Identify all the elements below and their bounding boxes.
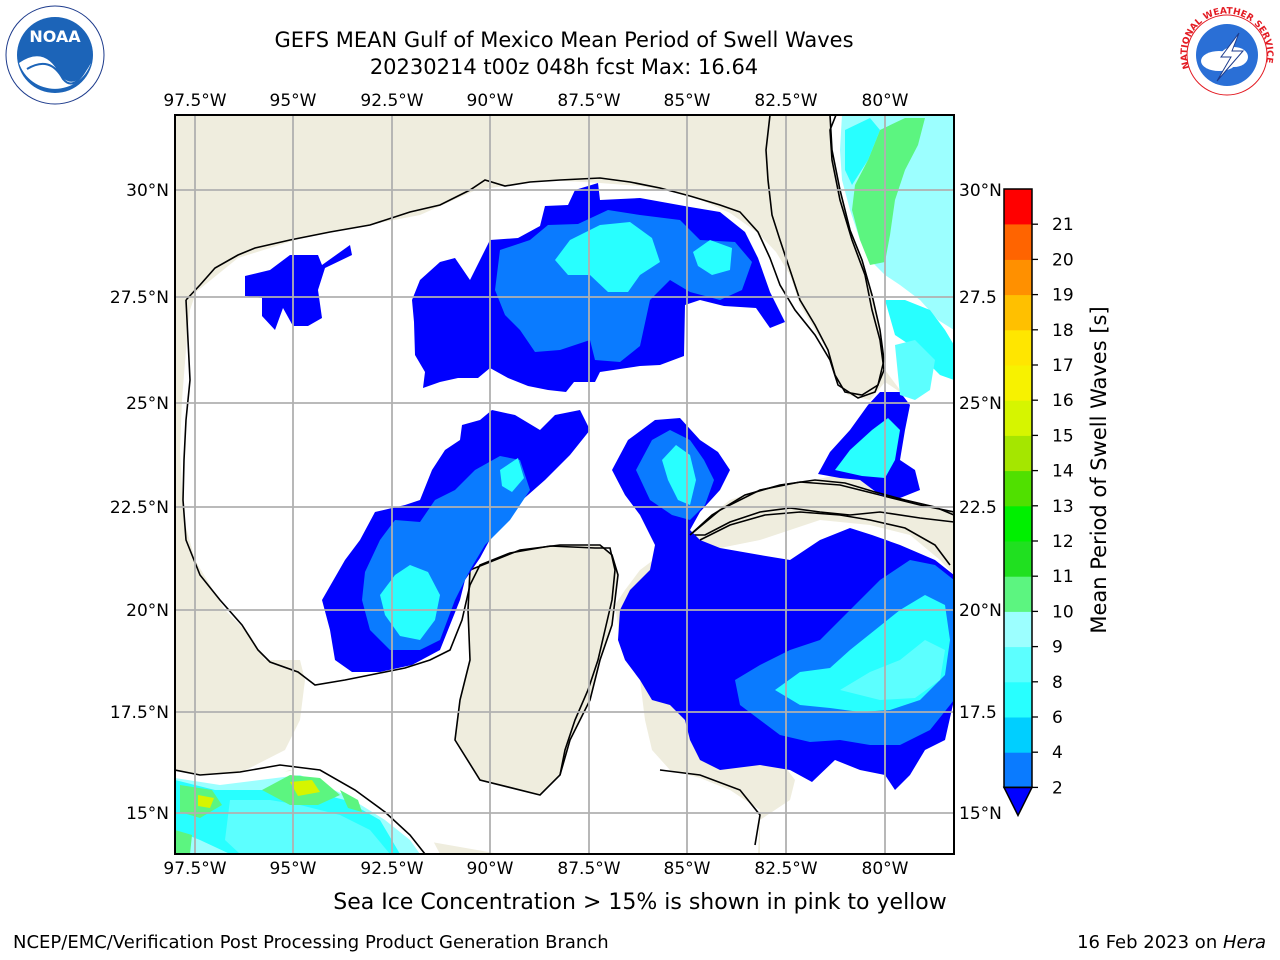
lat-tick-label: 17.5°N bbox=[110, 703, 169, 723]
lat-tick-label: 20°N bbox=[959, 601, 1002, 621]
colorbar-tick-label: 8 bbox=[1052, 673, 1063, 693]
lon-tick-label: 95°W bbox=[270, 91, 317, 111]
colorbar-tick-label: 6 bbox=[1052, 708, 1063, 728]
colorbar-tick-label: 15 bbox=[1052, 426, 1074, 446]
footer-credit: NCEP/EMC/Verification Post Processing Pr… bbox=[13, 932, 609, 953]
lon-tick-label: 87.5°W bbox=[557, 91, 620, 111]
colorbar-under-triangle bbox=[1002, 786, 1034, 818]
lon-tick-label: 92.5°W bbox=[360, 91, 423, 111]
lon-tick-label: 97.5°W bbox=[163, 859, 226, 879]
lon-tick-label: 80°W bbox=[862, 91, 909, 111]
colorbar-tick-label: 14 bbox=[1052, 462, 1074, 482]
colorbar-segment bbox=[1004, 752, 1032, 788]
colorbar-segment bbox=[1004, 611, 1032, 648]
colorbar-segment bbox=[1004, 717, 1032, 753]
lon-tick-label: 95°W bbox=[270, 859, 317, 879]
lat-tick-label: 22.5 bbox=[959, 498, 997, 518]
colorbar-tick-label: 10 bbox=[1052, 602, 1074, 622]
colorbar-segment bbox=[1004, 259, 1032, 296]
lon-labels-bottom: 97.5°W 95°W 92.5°W 90°W 87.5°W 85°W 82.5… bbox=[163, 859, 908, 879]
lon-tick-label: 85°W bbox=[664, 859, 711, 879]
colorbar-segment bbox=[1004, 681, 1032, 718]
noaa-logo: NOAA bbox=[5, 5, 105, 105]
footer-date-text: 16 Feb 2023 on bbox=[1077, 932, 1223, 953]
colorbar-segment bbox=[1004, 435, 1032, 472]
colorbar-tick-label: 19 bbox=[1052, 286, 1074, 306]
lat-tick-label: 15°N bbox=[126, 804, 169, 824]
colorbar-segment bbox=[1004, 505, 1032, 542]
colorbar-tick-label: 13 bbox=[1052, 497, 1074, 517]
florida-land bbox=[765, 115, 885, 396]
lat-tick-label: 22.5°N bbox=[110, 498, 169, 518]
lat-tick-label: 27.5°N bbox=[110, 288, 169, 308]
colorbar-segment bbox=[1004, 365, 1032, 401]
lat-tick-label: 30°N bbox=[126, 181, 169, 201]
map-title: GEFS MEAN Gulf of Mexico Mean Period of … bbox=[274, 28, 854, 52]
colorbar-segment bbox=[1004, 294, 1032, 331]
svg-text:NOAA: NOAA bbox=[29, 27, 81, 46]
lon-tick-label: 82.5°W bbox=[754, 91, 817, 111]
coastlines bbox=[175, 115, 954, 854]
lat-labels-right: 30°N 27.5 25°N 22.5 20°N 17.5 15°N bbox=[959, 181, 1002, 824]
lat-labels-left: 30°N 27.5°N 25°N 22.5°N 20°N 17.5°N 15°N bbox=[110, 181, 169, 824]
graticule bbox=[175, 115, 954, 854]
lon-tick-label: 90°W bbox=[467, 91, 514, 111]
map-subtitle: 20230214 t00z 048h fcst Max: 16.64 bbox=[369, 55, 759, 79]
lon-tick-label: 80°W bbox=[862, 859, 909, 879]
lon-tick-label: 87.5°W bbox=[557, 859, 620, 879]
swell-period-contours bbox=[175, 115, 954, 854]
colorbar-segment bbox=[1004, 576, 1032, 612]
colorbar-segment bbox=[1004, 400, 1032, 436]
colorbar-label: Mean Period of Swell Waves [s] bbox=[1087, 306, 1111, 633]
yucatan-land bbox=[454, 544, 619, 796]
colorbar-tick-label: 9 bbox=[1052, 638, 1063, 658]
colorbar-tick-label: 21 bbox=[1052, 215, 1074, 235]
sea-ice-note: Sea Ice Concentration > 15% is shown in … bbox=[333, 890, 947, 915]
nws-logo: NATIONAL WEATHER SERVICE bbox=[1179, 6, 1275, 103]
lat-tick-label: 17.5 bbox=[959, 703, 997, 723]
lon-tick-label: 92.5°W bbox=[360, 859, 423, 879]
colorbar-tick-label: 17 bbox=[1052, 356, 1074, 376]
lat-tick-label: 27.5 bbox=[959, 288, 997, 308]
lon-tick-label: 85°W bbox=[664, 91, 711, 111]
colorbar-segment bbox=[1004, 541, 1032, 577]
colorbar-segment bbox=[1004, 329, 1032, 366]
lat-tick-label: 20°N bbox=[126, 601, 169, 621]
gulf-of-mexico-water bbox=[175, 180, 900, 854]
colorbar-tick-label: 16 bbox=[1052, 391, 1074, 411]
lon-tick-label: 82.5°W bbox=[754, 859, 817, 879]
lat-tick-label: 25°N bbox=[959, 394, 1002, 414]
colorbar-tick-label: 4 bbox=[1052, 743, 1063, 763]
lat-tick-label: 15°N bbox=[959, 804, 1002, 824]
colorbar-tick-label: 20 bbox=[1052, 250, 1074, 270]
colorbar-segment bbox=[1004, 224, 1032, 260]
lat-tick-label: 25°N bbox=[126, 394, 169, 414]
lon-tick-label: 97.5°W bbox=[163, 91, 226, 111]
colorbar: 2 4 6 8 9 10 11 12 13 14 15 16 17 18 19 20 21 bbox=[1002, 188, 1074, 818]
colorbar-segment bbox=[1004, 470, 1032, 507]
colorbar-segment bbox=[1004, 646, 1032, 683]
lon-labels-top: 97.5°W 95°W 92.5°W 90°W 87.5°W 85°W 82.5… bbox=[163, 91, 908, 111]
lat-tick-label: 30°N bbox=[959, 181, 1002, 201]
colorbar-segment bbox=[1004, 189, 1032, 225]
colorbar-tick-label: 11 bbox=[1052, 567, 1074, 587]
colorbar-outline bbox=[1003, 188, 1033, 789]
colorbar-tick-label: 18 bbox=[1052, 321, 1074, 341]
map-frame bbox=[174, 114, 955, 855]
footer-host: Hera bbox=[1222, 932, 1266, 953]
colorbar-tick-label: 2 bbox=[1052, 778, 1063, 798]
lon-tick-label: 90°W bbox=[467, 859, 514, 879]
colorbar-tick-label: 12 bbox=[1052, 532, 1074, 552]
footer-date: 16 Feb 2023 on Hera bbox=[1077, 932, 1266, 953]
